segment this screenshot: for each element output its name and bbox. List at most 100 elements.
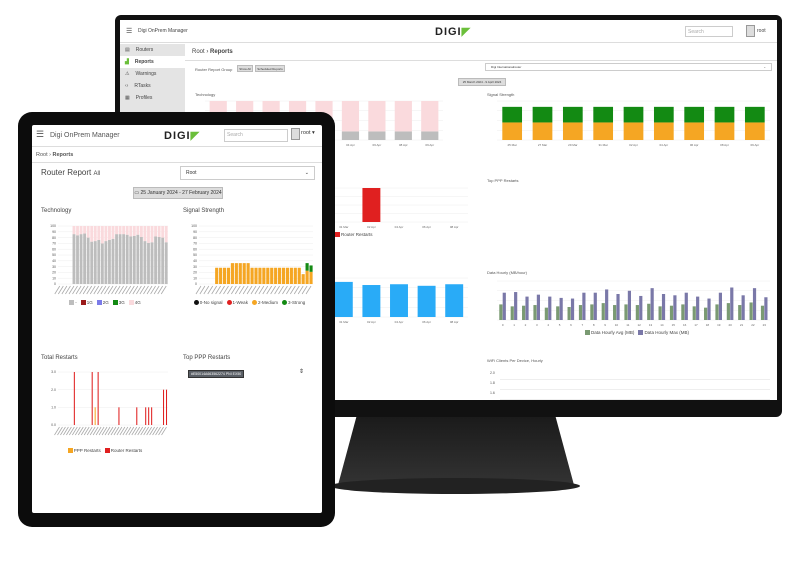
bar [726,303,730,320]
x-tick-label [132,285,139,295]
x-tick-label [158,426,164,436]
x-tick-label [116,426,123,436]
group-select[interactable]: Digi Internationalrouter ⌄ [485,63,772,71]
legend-item[interactable]: PPP Restarts [67,448,101,454]
avatar[interactable] [291,128,300,140]
avatar[interactable] [746,25,755,37]
bar [673,295,677,320]
x-tick-label: 02 Apr [629,143,638,147]
top-ppp-item[interactable]: #E50014A663562274 PNI EX50 [188,370,245,378]
bar [653,122,674,140]
bar [567,307,571,320]
sidebar-item-rtasks[interactable]: ‹› RTasks [120,80,185,92]
sort-icon[interactable]: ⇕ [299,369,305,375]
x-tick-label: 19 [717,323,721,327]
y-tick-label: 20 [52,271,56,275]
bar [624,304,628,320]
legend-item[interactable]: - [69,300,77,306]
search-input[interactable]: Search [685,26,733,37]
bar [532,122,553,140]
x-tick-label [246,285,253,295]
bar [532,106,553,123]
user-menu[interactable]: root [757,28,766,34]
bar [684,122,705,140]
bar [639,295,643,320]
bar [115,226,118,235]
x-tick-label [57,285,64,295]
legend-item[interactable]: 3G [112,300,125,306]
x-tick-label [101,426,108,436]
bar [394,101,412,132]
y-tick-label: 80 [52,236,56,240]
bar [270,267,274,284]
legend-item[interactable]: Router Restarts [104,448,142,454]
bar [445,284,464,317]
x-tick-label [293,285,300,295]
x-tick-label [98,426,105,436]
legend-item[interactable]: 2G [96,300,109,306]
legend-item[interactable]: 1G [80,300,93,306]
sidebar-item-routers[interactable]: ▤ Routers [120,44,185,56]
bar [147,242,150,284]
show-all-button[interactable]: Show All [237,65,253,72]
sidebar-item-profiles[interactable]: ▦ Profiles [120,92,185,104]
technology-title: Technology [195,92,216,97]
bar [118,234,122,284]
search-input[interactable]: Search [224,129,288,142]
wifi-grid [500,370,770,400]
scheduled-reports-button[interactable]: Scheduled Reports [255,65,285,72]
bar [104,226,108,242]
bar [341,131,360,140]
x-tick-label: 09 Apr [425,143,434,147]
chart-icon: ▟ [125,59,129,65]
x-tick-label: 6 [570,323,572,327]
bar [90,226,94,242]
bar [151,407,153,425]
bar [281,267,286,284]
bar [623,106,644,123]
menu-icon[interactable]: ☰ [126,28,133,35]
legend-item[interactable]: 0-No signal [193,300,223,306]
date-range-button[interactable]: ▭ 25 January 2024 - 27 February 2024 [133,187,223,199]
bar [100,243,104,284]
sidebar-item-reports[interactable]: ▟ Reports [120,56,185,68]
y-tick-label: 40 [52,259,56,263]
legend-item[interactable]: 2-Medium [251,300,278,306]
x-tick-label [278,285,284,295]
y-tick-label: 60 [52,247,56,251]
top-ppp-title: Top PPP Restarts [183,355,231,361]
menu-icon[interactable]: ☰ [36,129,45,139]
breadcrumb-root[interactable]: Root [192,49,205,55]
x-tick-label [83,426,90,436]
bar [707,298,711,320]
breadcrumb-root[interactable]: Root [36,152,48,158]
legend-item[interactable]: 4G [128,300,141,306]
x-tick-label [223,285,229,295]
x-tick-label [203,285,210,295]
bar [136,407,138,425]
x-tick-label [100,285,107,295]
bar [79,234,83,284]
sidebar-item-label: Routers [135,47,154,53]
bar [368,131,386,140]
legend-item[interactable]: 1-Weak [226,300,248,306]
x-tick-label [161,426,167,436]
user-menu[interactable]: root ▾ [301,130,315,136]
bar [749,302,753,320]
bar [696,296,700,320]
x-tick-label: 10 [615,323,619,327]
sidebar-item-warnings[interactable]: ⚠ Warnings [120,68,185,80]
y-tick-label: 100 [191,224,197,228]
group-select[interactable]: Root ⌄ [180,166,315,180]
bar [139,226,143,238]
x-tick-label [54,285,61,295]
legend-item[interactable]: 3-Strong [281,300,305,306]
x-tick-label [137,426,144,436]
breadcrumb: Root › Reports [192,49,233,55]
monitor-restarts-chart: 31 Mar 02 Apr 04 Apr 06 Apr 08 Apr [330,187,468,229]
breadcrumb-current: Reports [52,152,74,158]
x-tick-label [128,426,135,436]
date-range-button[interactable]: 25 March 2024 - 9 April 2024 [458,78,506,86]
bar [647,303,651,320]
